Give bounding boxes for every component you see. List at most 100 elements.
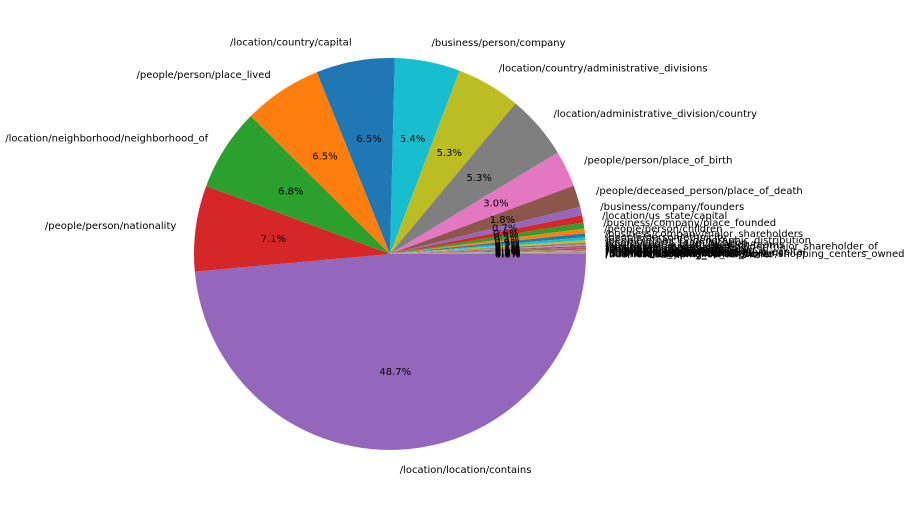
slice-category-label: /location/us_state/capital xyxy=(602,211,727,222)
pie-slice xyxy=(390,222,585,254)
slice-percent-label: 6.5% xyxy=(356,134,381,145)
slice-category-label: /business/shopping_center_owner/shopping… xyxy=(606,249,905,260)
slice-category-label: /location/location/contains xyxy=(400,465,532,476)
pie-slice xyxy=(316,58,395,254)
slice-category-label: /location/neighborhood/neighborhood_of xyxy=(5,134,208,145)
pie-slice xyxy=(206,116,390,254)
slice-category-label: /people/person/children xyxy=(604,224,722,235)
slice-percent-label: 0.1% xyxy=(495,246,520,257)
slice-percent-label: 0.1% xyxy=(495,244,520,255)
slice-percent-label: 48.7% xyxy=(379,367,411,378)
slice-percent-label: 1.8% xyxy=(490,215,515,226)
pie-slice xyxy=(390,245,586,254)
slice-percent-label: 0.3% xyxy=(494,238,519,249)
pie-slice xyxy=(390,249,586,254)
slice-category-label: /location/br_state/capital xyxy=(606,243,730,254)
pie-slice xyxy=(390,240,586,254)
slice-percent-label: 3.0% xyxy=(483,198,508,209)
pie-slice xyxy=(390,250,586,254)
pie-slice xyxy=(390,228,585,254)
slice-percent-label: 0.0% xyxy=(495,249,520,260)
slice-category-label: /people/person/religion xyxy=(606,244,721,255)
slice-category-label: /people/person/profession xyxy=(606,246,736,257)
pie-slice xyxy=(390,70,516,254)
slice-category-label: /location/in_state/administrative_capita… xyxy=(606,247,806,258)
slice-percent-label: 0.1% xyxy=(495,243,520,254)
slice-category-label: /location/country/capital xyxy=(230,37,352,48)
slice-percent-label: 0.5% xyxy=(494,232,519,243)
slice-category-label: /location/jp_prefecture/capital xyxy=(606,247,755,258)
pie-slice xyxy=(390,253,587,254)
slice-category-label: /film/film_location/featured_in_films xyxy=(606,248,784,259)
slice-percent-label: 0.0% xyxy=(495,249,520,260)
pie-slice xyxy=(390,250,586,254)
slice-category-label: /people/deceased_person/place_of_death xyxy=(596,186,803,197)
pie-slice xyxy=(390,244,586,254)
pie-slice xyxy=(390,206,583,254)
pie-slice xyxy=(390,252,586,254)
slice-percent-label: 0.1% xyxy=(495,245,520,256)
slice-category-label: /business/shopping_center/owner xyxy=(606,249,774,260)
pie-slice xyxy=(250,72,390,254)
slice-percent-label: 0.0% xyxy=(495,248,520,259)
slice-percent-label: 6.5% xyxy=(312,152,337,163)
pie-slice xyxy=(390,242,586,254)
slice-percent-label: 5.3% xyxy=(466,173,491,184)
pie-slice xyxy=(194,185,390,272)
slice-percent-label: 5.3% xyxy=(437,148,462,159)
slice-percent-label: 0.2% xyxy=(495,242,520,253)
slice-labels: /location/location/contains/people/perso… xyxy=(5,37,905,476)
percent-labels: 48.7% 7.1% 6.8% 6.5% 6.5% 5.4% 5.3% 5.3% 3.0% 1.8… xyxy=(261,134,521,378)
pie-slice xyxy=(390,247,586,254)
pie-slice xyxy=(390,152,574,254)
slice-percent-label: 0.2% xyxy=(494,240,519,251)
slice-category-label: /people/person/place_of_birth xyxy=(584,156,732,167)
pie-slice xyxy=(390,58,460,255)
pie-slice xyxy=(390,215,584,254)
slice-percent-label: 0.0% xyxy=(495,249,520,260)
pie-slice xyxy=(390,251,586,254)
pie-slice xyxy=(390,248,586,254)
pie-slice xyxy=(390,185,581,254)
slice-percent-label: 0.6% xyxy=(493,228,518,239)
slice-percent-label: 0.4% xyxy=(494,236,519,247)
slice-percent-label: 6.8% xyxy=(278,186,303,197)
slice-percent-label: 0.0% xyxy=(495,248,520,259)
pie-slice xyxy=(390,248,586,254)
slice-category-label: /people/person/nationality xyxy=(45,221,177,232)
slice-category-label: /business/company/place_founded xyxy=(603,218,776,229)
pie-slices xyxy=(194,58,587,450)
slice-category-label: /film/film/featured_film_locations xyxy=(606,249,770,260)
slice-percent-label: 0.1% xyxy=(495,247,520,258)
slice-category-label: /business/company/advisors xyxy=(606,244,748,255)
slice-percent-label: 5.4% xyxy=(400,134,425,145)
slice-category-label: /business/company_shareholder/major_shar… xyxy=(605,241,878,252)
slice-category-label: /sports/sports_team/location xyxy=(605,238,748,249)
slice-category-label: /people/person/place_lived xyxy=(137,70,271,81)
slice-category-label: /business/person/company xyxy=(432,38,566,49)
pie-slice xyxy=(390,237,586,254)
slice-category-label: /location/administrative_division/countr… xyxy=(554,109,758,120)
slice-category-label: /sports/sports_team_location/teams xyxy=(605,240,784,251)
slice-category-label: /location/it_region/capital xyxy=(606,245,733,256)
slice-percent-label: 0.0% xyxy=(495,248,520,259)
pie-slice xyxy=(390,253,587,254)
slice-percent-label: 0.0% xyxy=(495,249,520,260)
slice-percent-label: 0.0% xyxy=(495,249,520,260)
slice-category-label: /business/company/industry xyxy=(606,248,747,259)
slice-percent-label: 7.1% xyxy=(261,234,286,245)
slice-category-label: /people/ethnicity/geographic_distributio… xyxy=(605,236,811,247)
slice-category-label: /people/person/ethnicity xyxy=(605,233,727,244)
pie-slice xyxy=(390,103,558,254)
slice-percent-label: 0.1% xyxy=(495,246,520,257)
slice-percent-label: 0.0% xyxy=(495,249,520,260)
slice-percent-label: 0.0% xyxy=(495,248,520,259)
pie-slice xyxy=(390,252,587,254)
slice-percent-label: 0.0% xyxy=(495,247,520,258)
slice-category-label: /business/company/founders xyxy=(600,202,744,213)
slice-percent-label: 0.7% xyxy=(492,224,517,235)
slice-category-label: /business/company/major_shareholders xyxy=(605,229,803,240)
pie-slice xyxy=(390,233,586,254)
slice-category-label: /location/mx_state/capital xyxy=(606,249,735,260)
pie-slice xyxy=(390,251,586,254)
